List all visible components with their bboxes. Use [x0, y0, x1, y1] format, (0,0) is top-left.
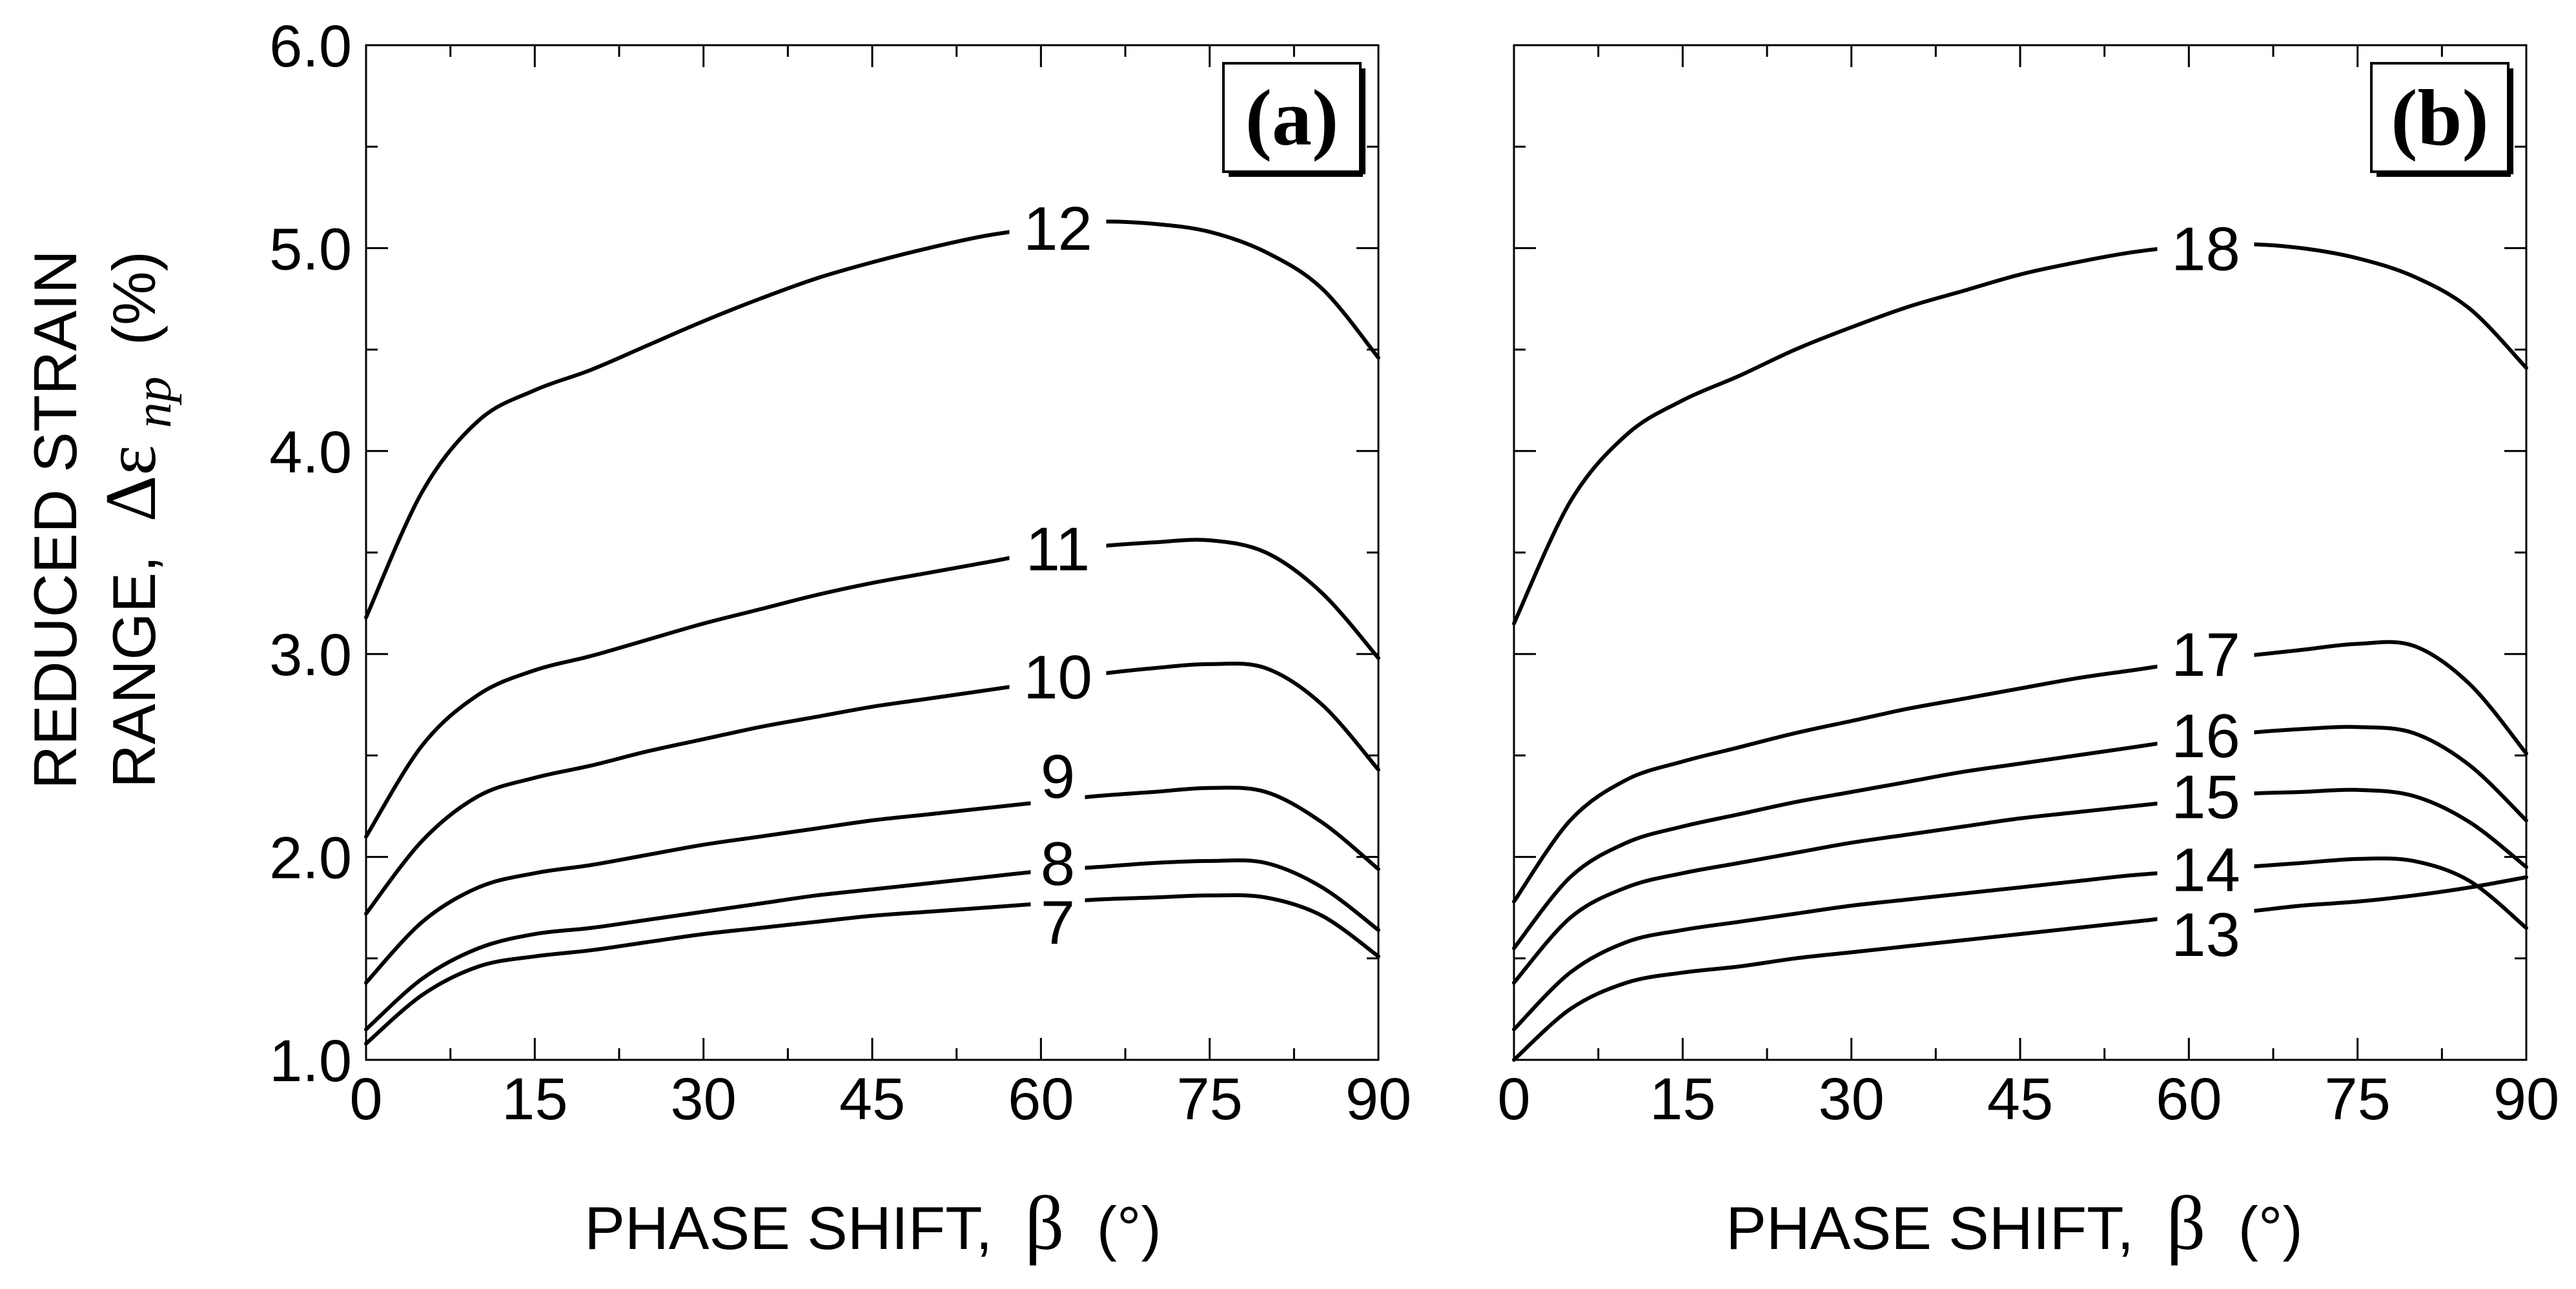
series-label-bg — [2157, 762, 2254, 830]
y-axis-title-prefix: RANGE, — [100, 556, 168, 788]
series-label-bg — [1030, 888, 1085, 956]
series-line-13 — [1512, 875, 2528, 1062]
series-line-8 — [364, 858, 1380, 1031]
x-tick-label: 45 — [839, 1066, 905, 1132]
series-label-14: 14 — [2171, 835, 2240, 904]
series-line-18 — [1512, 242, 2528, 625]
y-axis-unit: (%) — [100, 251, 168, 345]
y-tick-label: 4.0 — [269, 420, 352, 485]
y-axis-title: REDUCED STRAIN RANGE, Δε np (%) — [21, 250, 183, 789]
series-label-bg — [1009, 514, 1107, 582]
x-tick-label: 60 — [1008, 1066, 1074, 1132]
x-axis-title-b-symbol: β — [2166, 1180, 2205, 1266]
series-line-7 — [364, 893, 1380, 1046]
x-tick-label: 15 — [502, 1066, 567, 1132]
series-label-7: 7 — [1041, 888, 1075, 957]
panel-label-b: (b) — [2391, 74, 2489, 162]
series-label-18: 18 — [2171, 214, 2240, 283]
x-tick-label: 30 — [1818, 1066, 1884, 1132]
series-line-14 — [1512, 856, 2528, 1031]
series-label-bg — [2157, 900, 2254, 968]
y-tick-label: 6.0 — [269, 14, 352, 79]
x-tick-label: 60 — [2156, 1066, 2222, 1132]
x-axis-title-b: PHASE SHIFT, β (°) — [1726, 1180, 2303, 1266]
x-tick-label: 75 — [2324, 1066, 2390, 1132]
series-label-bg — [1030, 829, 1085, 897]
x-axis-title-a: PHASE SHIFT, β (°) — [584, 1180, 1161, 1266]
x-tick-label: 0 — [1497, 1066, 1530, 1132]
series-line-15 — [1512, 787, 2528, 985]
series-label-12: 12 — [1023, 194, 1092, 263]
panel-a: 0 15 30 45 60 75 90 1.0 2.0 3.0 4.0 5.0 6.0 12 11 10 9 87… — [269, 14, 1411, 1132]
y-tick-label: 3.0 — [269, 622, 352, 688]
y-tick-label: 1.0 — [269, 1028, 352, 1094]
y-axis-title-line1: REDUCED STRAIN — [21, 250, 89, 789]
y-axis-symbol: Δε — [91, 445, 171, 522]
series-label-16: 16 — [2171, 702, 2240, 771]
series-line-16 — [1512, 725, 2528, 951]
series-line-17 — [1512, 640, 2528, 904]
series-line-10 — [364, 662, 1380, 916]
series-line-11 — [364, 538, 1380, 839]
y-tick-label: 2.0 — [269, 826, 352, 891]
y-tick-label: 5.0 — [269, 216, 352, 282]
series-label-bg — [1030, 742, 1085, 809]
series-label-13: 13 — [2171, 900, 2240, 969]
series-label-bg — [2157, 620, 2254, 688]
panel-label-a: (a) — [1245, 74, 1339, 162]
x-tick-label: 0 — [349, 1066, 382, 1132]
x-tick-label: 90 — [2493, 1066, 2559, 1132]
x-axis-title-b-unit: (°) — [2238, 1194, 2303, 1262]
x-tick-label: 75 — [1176, 1066, 1242, 1132]
series-label-bg — [2157, 701, 2254, 769]
series-label-17: 17 — [2171, 620, 2240, 689]
series-line-12 — [364, 219, 1380, 620]
y-axis-title-line2: RANGE, Δε np (%) — [91, 251, 183, 788]
x-tick-label: 45 — [1987, 1066, 2053, 1132]
series-label-bg — [1009, 642, 1107, 710]
series-line-9 — [364, 786, 1380, 985]
x-axis-title-a-unit: (°) — [1097, 1194, 1161, 1262]
series-label-15: 15 — [2171, 762, 2240, 831]
x-axis-title-b-text: PHASE SHIFT, — [1726, 1194, 2134, 1262]
y-axis-subscript: np — [125, 376, 182, 428]
series-label-8: 8 — [1041, 829, 1075, 898]
x-axis-title-a-text: PHASE SHIFT, — [584, 1194, 992, 1262]
series-label-9: 9 — [1041, 742, 1075, 811]
series-label-bg — [1009, 194, 1107, 261]
series-label-bg — [2157, 214, 2254, 282]
x-axis-title-a-symbol: β — [1025, 1180, 1064, 1266]
series-label-bg — [2157, 835, 2254, 903]
panel-label-box-b — [2370, 62, 2510, 173]
series-label-11: 11 — [1026, 515, 1090, 584]
x-tick-label: 90 — [1345, 1066, 1411, 1132]
series-label-10: 10 — [1023, 643, 1092, 712]
x-tick-label: 30 — [670, 1066, 736, 1132]
x-tick-label: 15 — [1650, 1066, 1715, 1132]
